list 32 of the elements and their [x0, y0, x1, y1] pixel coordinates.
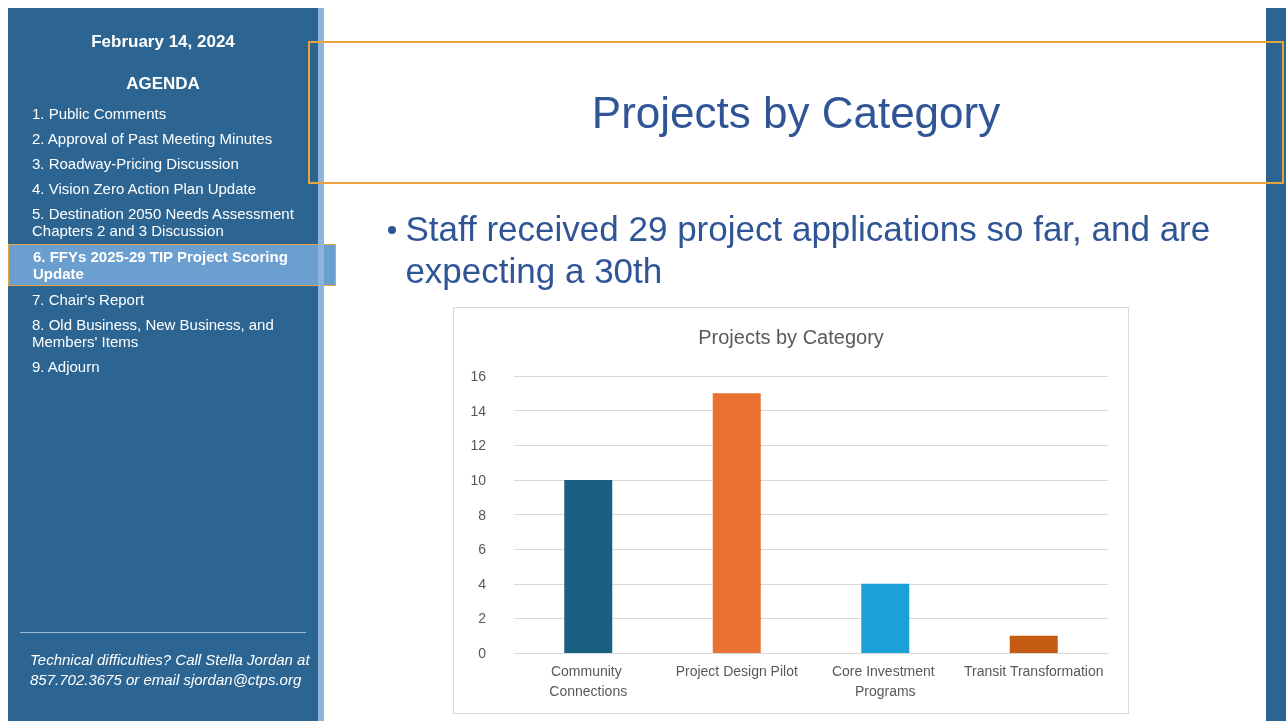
text: Staff received 29 project applications so far, and are expecting a 30th [405, 208, 1212, 292]
text: 5. Destination 2050 Needs Assessment Chapters 2 and 3 Discussion [31, 204, 295, 241]
x-tick-label: Transit Transformation [963, 663, 1104, 679]
text: AGENDA [125, 74, 201, 94]
text: February 14, 2024 [90, 32, 236, 52]
text: 4. Vision Zero Action Plan Update [31, 179, 258, 199]
bar [564, 479, 613, 653]
text: 8. Old Business, New Business, and Members' Items [31, 315, 275, 352]
chart-title: Projects by Category [698, 326, 884, 348]
text: 3. Roadway-Pricing Discussion [31, 154, 240, 174]
y-tick-label: 12 [470, 437, 487, 454]
y-tick-label: 16 [470, 368, 487, 384]
text: 1. Public Comments [31, 104, 168, 124]
y-tick-label: 4 [478, 575, 487, 592]
y-tick-label: 0 [478, 645, 487, 661]
y-tick-label: 2 [478, 610, 487, 627]
x-tick-label: Community Connections [549, 663, 628, 699]
bar [1009, 635, 1058, 653]
bar [712, 393, 761, 653]
text: 9. Adjourn [31, 357, 101, 377]
text: 6. FFYs 2025-29 TIP Project Scoring Update [8, 244, 336, 286]
text: 2. Approval of Past Meeting Minutes [31, 129, 274, 149]
y-tick-label: 6 [478, 541, 487, 558]
y-tick-label: 8 [478, 506, 487, 523]
y-tick-label: 14 [470, 402, 487, 419]
y-tick-label: 10 [470, 471, 487, 488]
x-tick-label: Core Investment Programs [831, 663, 939, 699]
text: Technical difficulties? Call Stella Jordan at 857.702.3675 or email sjordan@ctps.org [30, 650, 310, 690]
bar [861, 583, 910, 653]
text: Projects by Category [591, 87, 1001, 138]
x-tick-label: Project Design Pilot [675, 663, 798, 679]
text: 7. Chair's Report [31, 290, 146, 310]
